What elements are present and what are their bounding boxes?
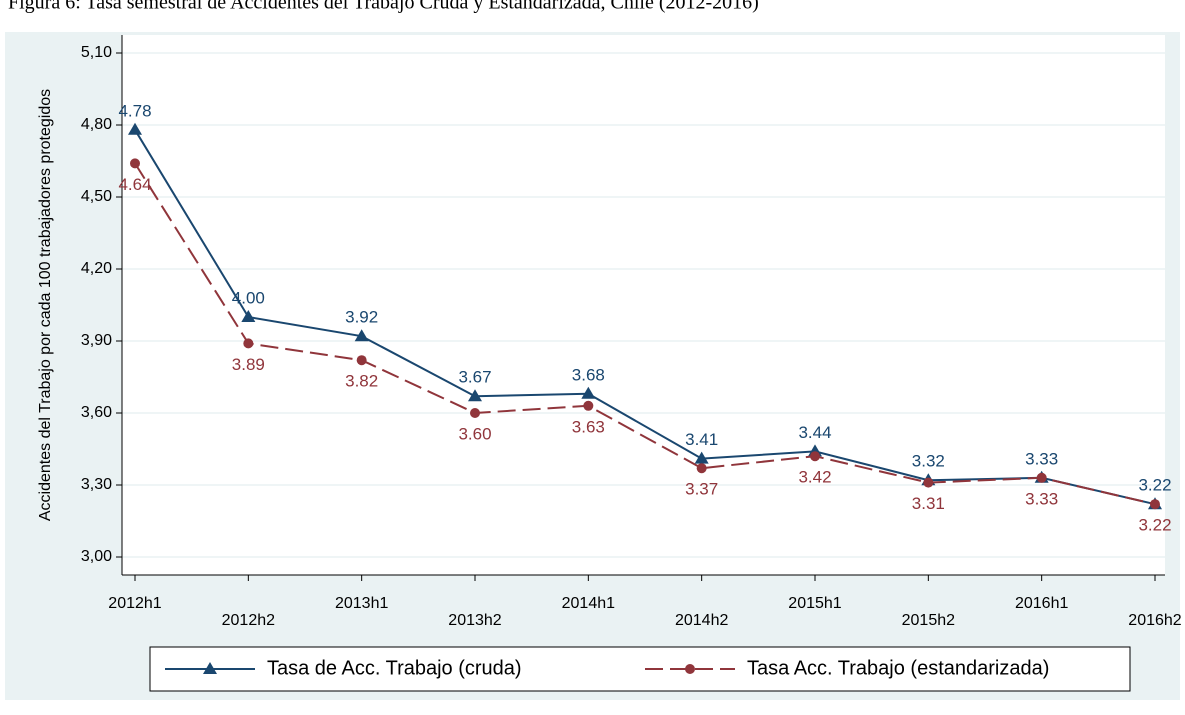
series-line: [134, 162, 1156, 506]
data-point: [243, 338, 254, 349]
data-label: 3.31: [912, 494, 945, 513]
x-tick-label: 2014h2: [675, 612, 728, 629]
data-label: 4.78: [118, 101, 151, 120]
data-point: [696, 463, 707, 474]
series-line: [134, 129, 1156, 506]
x-tick-label: 2015h1: [788, 595, 841, 612]
data-point: [694, 451, 709, 464]
chart-title: Figura 6: Tasa semestral de Accidentes d…: [8, 0, 759, 14]
y-tick-label: 4,80: [81, 116, 112, 133]
data-point: [1036, 472, 1047, 483]
y-axis-title: Accidentes del Trabajo por cada 100 trab…: [37, 89, 54, 521]
x-tick-label: 2016h1: [1015, 595, 1068, 612]
data-point: [354, 329, 369, 342]
x-tick-label: 2014h1: [562, 595, 615, 612]
x-tick-label: 2016h2: [1128, 612, 1181, 629]
data-point: [810, 451, 820, 462]
legend: [149, 646, 1131, 692]
data-label: 3.32: [912, 452, 945, 471]
data-label: 3.89: [232, 355, 265, 374]
y-tick-label: 4,20: [81, 260, 112, 277]
data-point: [130, 158, 140, 169]
data-label: 3.92: [345, 308, 378, 327]
data-label: 3.37: [685, 480, 718, 499]
legend-marker: [203, 662, 217, 674]
y-tick-label: 3,90: [81, 332, 112, 349]
y-tick-label: 3,00: [81, 548, 112, 565]
x-tick-label: 2012h2: [222, 612, 275, 629]
data-label: 3.33: [1025, 449, 1058, 468]
data-point: [1150, 499, 1160, 510]
x-tick-label: 2012h1: [108, 595, 161, 612]
y-tick-label: 5,10: [81, 44, 112, 61]
y-tick-label: 3,30: [81, 476, 112, 493]
data-label: 3.22: [1138, 516, 1171, 535]
data-point: [583, 400, 594, 411]
data-label: 4.64: [118, 175, 151, 194]
legend-label: Tasa Acc. Trabajo (estandarizada): [747, 657, 1049, 679]
y-tick-label: 3,60: [81, 404, 112, 421]
data-point: [581, 386, 596, 399]
data-label: 3.41: [685, 430, 718, 449]
legend-marker: [685, 664, 695, 674]
data-point: [128, 122, 142, 135]
data-label: 3.22: [1138, 476, 1171, 495]
data-label: 3.44: [798, 423, 831, 442]
data-label: 3.68: [572, 365, 605, 384]
data-point: [468, 389, 482, 402]
y-tick-label: 4,50: [81, 188, 112, 205]
plot-area: [122, 35, 1165, 575]
x-tick-label: 2013h1: [335, 595, 388, 612]
data-label: 3.63: [572, 417, 605, 436]
legend-label: Tasa de Acc. Trabajo (cruda): [267, 657, 522, 679]
data-label: 3.67: [458, 368, 491, 387]
data-point: [923, 477, 934, 488]
data-point: [241, 310, 256, 322]
data-point: [470, 408, 480, 418]
x-tick-label: 2015h2: [902, 612, 955, 629]
data-label: 3.42: [798, 468, 831, 487]
x-tick-label: 2013h2: [448, 612, 501, 629]
data-label: 3.60: [458, 424, 491, 443]
data-label: 3.82: [345, 372, 378, 391]
data-point: [356, 355, 367, 366]
data-label: 4.00: [232, 288, 265, 307]
data-label: 3.33: [1025, 489, 1058, 508]
